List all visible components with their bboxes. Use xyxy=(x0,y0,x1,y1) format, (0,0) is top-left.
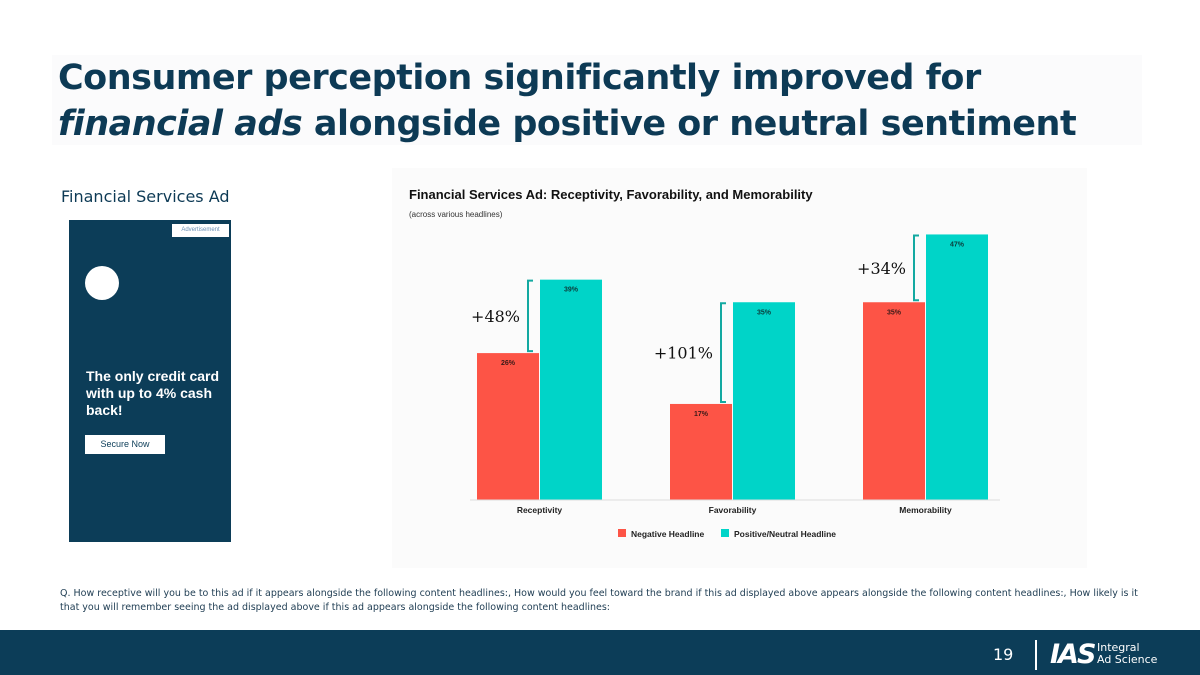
chart-title: Financial Services Ad: Receptivity, Favo… xyxy=(409,187,813,202)
title-line-2: financial ads alongside positive or neut… xyxy=(58,101,1077,147)
footer-bar xyxy=(0,630,1200,675)
chart-subtitle: (across various headlines) xyxy=(409,210,503,219)
page-number: 19 xyxy=(993,645,1014,664)
title-line-1: Consumer perception significantly improv… xyxy=(58,58,981,98)
ad-cta-button: Secure Now xyxy=(85,435,165,454)
footer-divider xyxy=(1035,640,1037,670)
ad-label: Financial Services Ad xyxy=(61,187,230,206)
ad-tag: Advertisement xyxy=(172,224,229,237)
ad-copy: The only credit card with up to 4% cash … xyxy=(86,368,220,418)
ias-logo-mark: IAS xyxy=(1050,639,1096,670)
logo-line-2: Ad Science xyxy=(1097,653,1158,666)
title-background xyxy=(52,55,1142,145)
title-line-2-rest: alongside positive or neutral sentiment xyxy=(302,104,1077,144)
footnote: Q. How receptive will you be to this ad … xyxy=(60,588,1138,613)
logo-line-1: Integral xyxy=(1097,641,1140,654)
chart-panel xyxy=(392,168,1087,568)
ad-logo-circle xyxy=(85,266,119,300)
title-emphasis: financial ads xyxy=(58,104,303,144)
page-title: Consumer perception significantly improv… xyxy=(58,55,1077,147)
ias-logo-text: Integral Ad Science xyxy=(1097,642,1157,666)
